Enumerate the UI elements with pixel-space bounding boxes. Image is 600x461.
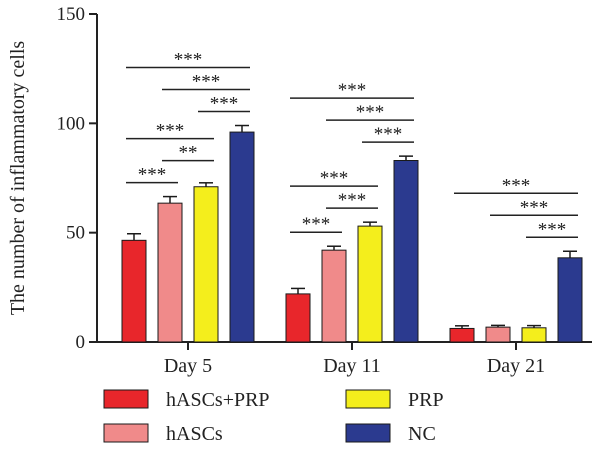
significance-label: ***	[192, 72, 221, 93]
y-axis: 0 50 100 150	[57, 4, 98, 353]
bar-hascs-prp-2	[449, 327, 475, 343]
significance-label: ***	[174, 50, 203, 71]
legend-label-hascs: hASCs	[166, 423, 223, 445]
significance-label: ***	[156, 121, 185, 142]
bar-hascs-0	[157, 202, 183, 343]
significance-label: ***	[502, 175, 531, 196]
significance-label: ***	[374, 124, 403, 145]
legend-label-prp: PRP	[408, 389, 444, 411]
legend-swatch-prp	[345, 389, 391, 409]
significance-label: ***	[538, 219, 567, 240]
y-tick-label: 150	[57, 4, 86, 25]
bar-nc-1	[393, 160, 419, 343]
y-axis-label: The number of inflammatory cells	[7, 41, 29, 316]
error-bars	[127, 124, 577, 329]
significance-label: ***	[338, 80, 367, 101]
legend: hASCs+PRP PRP hASCs NC	[103, 389, 444, 445]
significance-label: ***	[138, 165, 167, 186]
y-tick-label: 100	[57, 113, 86, 134]
bar-prp-2	[521, 327, 547, 343]
x-axis: Day 5 Day 11 Day 21	[96, 341, 592, 377]
y-tick-label: 0	[76, 332, 86, 353]
y-tick-label: 50	[66, 223, 85, 244]
legend-swatch-hascs-prp	[103, 389, 149, 409]
x-tick-label: Day 5	[164, 355, 212, 377]
bar-hascs-prp-1	[285, 293, 311, 343]
significance-label: ***	[338, 190, 367, 211]
significance-brackets: ****************************************…	[126, 50, 578, 240]
significance-label: ***	[356, 102, 385, 123]
legend-swatch-hascs	[103, 423, 149, 443]
x-tick-label: Day 21	[487, 355, 545, 377]
bar-prp-1	[357, 225, 383, 343]
legend-label-nc: NC	[408, 423, 436, 445]
x-tick-label: Day 11	[323, 355, 381, 377]
bar-prp-0	[193, 186, 219, 343]
legend-label-hascs-prp: hASCs+PRP	[166, 389, 270, 411]
bar-hascs-2	[485, 326, 511, 343]
significance-label: ***	[320, 168, 349, 189]
bar-hascs-1	[321, 249, 347, 343]
significance-label: ***	[520, 197, 549, 218]
bar-hascs-prp-0	[121, 239, 147, 343]
significance-label: **	[179, 143, 198, 164]
significance-label: ***	[210, 94, 239, 115]
bars	[121, 131, 583, 343]
bar-nc-0	[229, 131, 255, 343]
significance-label: ***	[302, 214, 331, 235]
legend-swatch-nc	[345, 423, 391, 443]
bar-nc-2	[557, 257, 583, 343]
